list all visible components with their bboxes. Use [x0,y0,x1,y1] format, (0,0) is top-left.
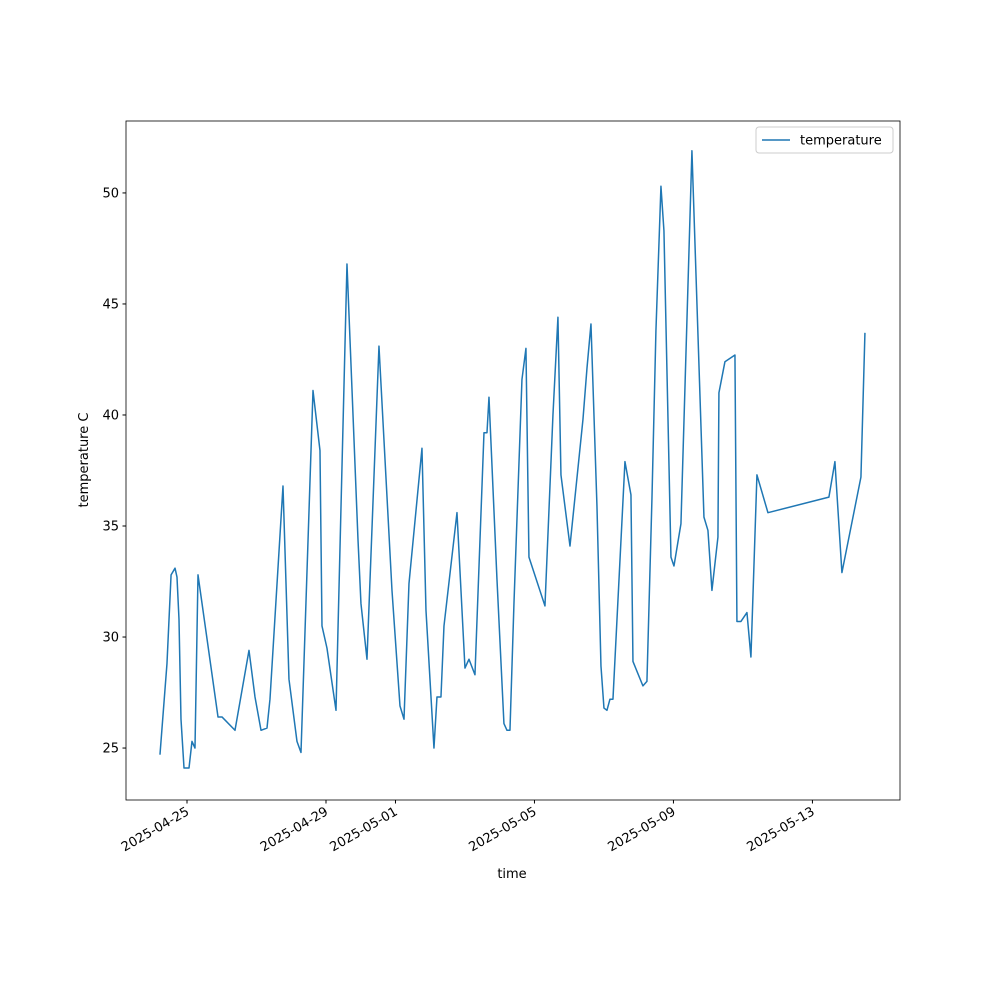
x-tick-label: 2025-05-01 [328,804,401,855]
y-tick-label: 50 [102,186,119,201]
data-line [159,150,866,769]
plot-frame [125,120,901,801]
y-tick-label: 40 [102,408,119,423]
x-tick-label: 2025-05-13 [744,804,817,855]
y-axis-label: temperature C [77,413,92,508]
legend-box [755,126,894,154]
x-tick-label: 2025-04-29 [258,804,331,855]
y-tick-label: 25 [102,742,119,757]
legend: temperature [755,126,894,154]
x-tick-label: 2025-04-25 [119,804,192,855]
y-tick-label: 45 [102,297,119,312]
x-tick-label: 2025-05-05 [467,804,540,855]
x-tick-label: 2025-05-09 [606,804,679,855]
x-axis-label: time [497,867,526,882]
legend-label: temperature [800,134,882,149]
y-tick-label: 30 [102,631,119,646]
y-tick-label: 35 [102,520,119,535]
